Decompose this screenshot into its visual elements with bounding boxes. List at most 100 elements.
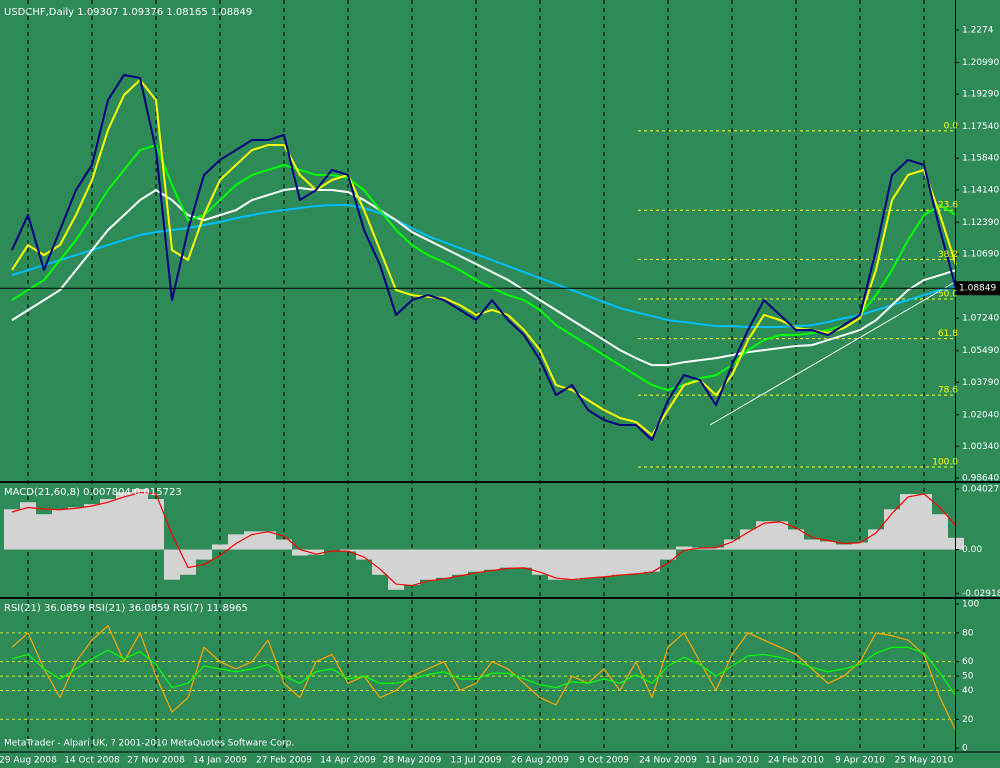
panel-title: USDCHF,Daily 1.09307 1.09376 1.08165 1.0… (4, 7, 252, 18)
fib-label: 23.6 (938, 201, 958, 211)
histogram-bar (84, 504, 100, 550)
y-tick-label: 1.03790 (962, 378, 999, 388)
y-tick-label: 60 (962, 657, 974, 667)
histogram-bar (884, 509, 900, 550)
x-tick-label: 13 Jul 2009 (451, 756, 502, 766)
histogram-bar (820, 541, 836, 550)
series-line (11, 625, 957, 732)
histogram-bar (708, 547, 724, 550)
fib-label: 50.0 (938, 289, 958, 299)
histogram-bar (788, 529, 804, 550)
fib-label: 0.0 (944, 121, 959, 131)
histogram-bar (52, 509, 68, 550)
fib-label: 78.6 (938, 386, 958, 396)
histogram-bar (148, 499, 164, 550)
y-tick-label: 1.05490 (962, 346, 999, 356)
histogram-bar (916, 494, 932, 550)
y-tick-label: 1.07240 (962, 314, 999, 324)
histogram-bar (100, 499, 116, 550)
panel-title: RSI(21) 36.0859 RSI(21) 36.0859 RSI(7) 1… (4, 603, 248, 614)
histogram-bar (180, 549, 196, 575)
last-price-label: 1.08849 (959, 284, 996, 294)
histogram-bar (516, 549, 532, 568)
y-tick-label: 40 (962, 686, 974, 696)
histogram-bar (468, 549, 484, 572)
histogram-bar (676, 546, 692, 550)
histogram-bar (356, 549, 372, 560)
y-tick-label: 0.040271 (962, 485, 1000, 495)
y-tick-label: 1.14140 (962, 185, 999, 195)
trend-line (709, 281, 956, 426)
histogram-bar (404, 549, 420, 585)
histogram-bar (612, 549, 628, 575)
x-tick-label: 27 Feb 2009 (256, 756, 312, 766)
y-tick-label: 1.00340 (962, 442, 999, 452)
grid-layer (0, 0, 955, 752)
label-layer: 1.2274 1.20990 1.19290 1.17540 1.15840 1.1414… (0, 7, 1000, 766)
histogram-bar (244, 531, 260, 550)
fib-label: 61.8 (938, 329, 958, 339)
histogram-bar (228, 534, 244, 550)
histogram-bar (900, 494, 916, 550)
x-tick-label: 9 Oct 2009 (579, 756, 629, 766)
fib-label: 38.2 (938, 250, 958, 260)
y-tick-label: 20 (962, 715, 974, 725)
x-tick-label: 29 Aug 2008 (0, 756, 57, 766)
histogram-bar (292, 549, 308, 556)
histogram-bar (36, 514, 52, 550)
x-tick-label: 24 Nov 2009 (639, 756, 697, 766)
x-tick-label: 26 Aug 2009 (511, 756, 569, 766)
x-tick-label: 14 Jan 2009 (193, 756, 247, 766)
histogram-bar (772, 521, 788, 550)
histogram-bar (644, 549, 660, 572)
histogram-bar (836, 544, 852, 550)
histogram-bar (660, 549, 676, 560)
histogram-bar (500, 549, 516, 568)
histogram-bar (756, 521, 772, 550)
x-tick-label: 27 Nov 2008 (127, 756, 185, 766)
copyright-note: MetaTrader - Alpari UK, ? 2001-2010 Meta… (4, 739, 294, 749)
x-tick-label: 25 May 2010 (895, 756, 954, 766)
x-tick-label: 24 Feb 2010 (768, 756, 824, 766)
histogram-bar (580, 549, 596, 578)
histogram-bar (164, 549, 180, 580)
histogram-bar (532, 549, 548, 575)
y-tick-label: 1.19290 (962, 90, 999, 100)
y-tick-label: 1.10690 (962, 249, 999, 259)
y-tick-label: 80 (962, 628, 974, 638)
histogram-bar (372, 549, 388, 575)
histogram-bar (116, 492, 132, 550)
histogram-bar (4, 509, 20, 550)
series-line (11, 78, 957, 437)
histogram-bar (20, 502, 36, 550)
histogram-bar (804, 539, 820, 550)
y-tick-label: 0 (962, 744, 968, 754)
series-line (11, 646, 957, 697)
histogram-bar (452, 549, 468, 575)
y-tick-label: -0.02918 (962, 589, 1000, 599)
histogram-bar (852, 542, 868, 550)
x-tick-label: 28 May 2009 (383, 756, 442, 766)
y-tick-label: 1.12390 (962, 218, 999, 228)
series-line (11, 491, 957, 587)
histogram-bar (276, 539, 292, 550)
y-tick-label: 1.2274 (962, 25, 994, 35)
y-tick-label: 1.17540 (962, 122, 999, 132)
histogram-bar (420, 549, 436, 580)
histogram-bar (548, 549, 564, 580)
y-tick-label: 1.15840 (962, 154, 999, 164)
x-tick-label: 11 Jan 2010 (705, 756, 759, 766)
y-tick-label: 50 (962, 672, 974, 682)
histogram-bar (564, 549, 580, 580)
histogram-bar (628, 549, 644, 574)
histogram-bar (724, 539, 740, 550)
histogram-bar (212, 544, 228, 550)
panel-title: MACD(21,60,8) 0.007804 0.015723 (4, 487, 182, 498)
histogram-bar (260, 531, 276, 550)
y-tick-label: 0.98640 (962, 474, 999, 484)
series-line (11, 73, 957, 442)
histogram-bar (196, 549, 212, 560)
x-tick-label: 9 Apr 2010 (835, 756, 885, 766)
